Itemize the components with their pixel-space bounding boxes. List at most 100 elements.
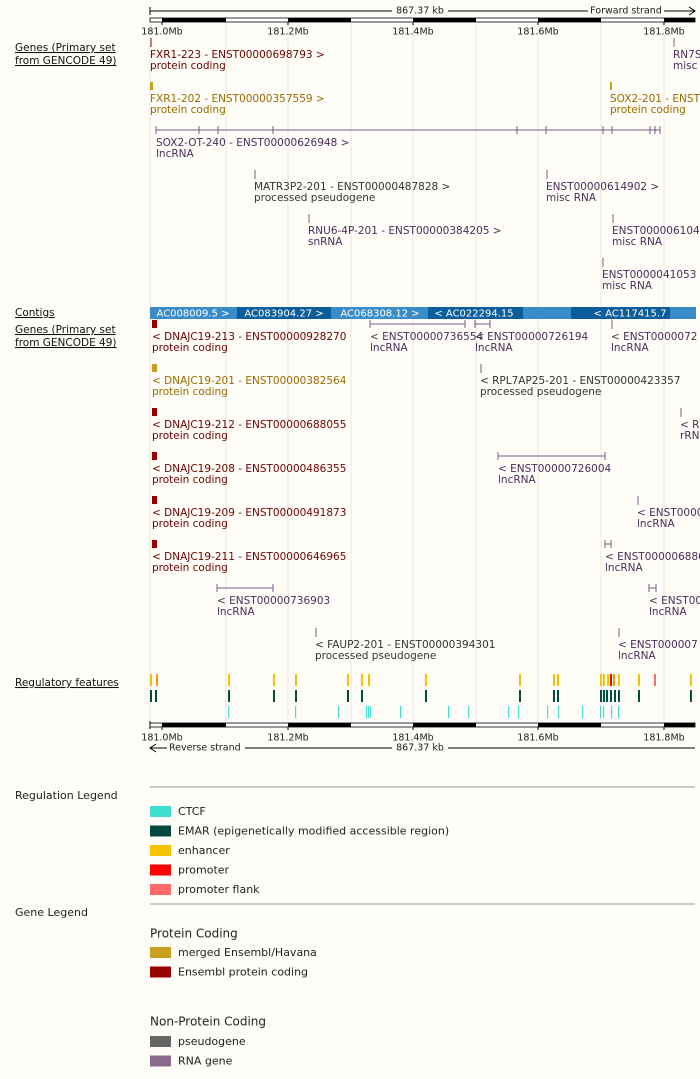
tick-label: 181.0Mb — [141, 27, 182, 38]
tick-label: 181.4Mb — [392, 27, 433, 38]
regulatory-feature — [150, 674, 152, 686]
regulatory-feature — [610, 674, 612, 686]
legend-item: merged Ensembl/Havana — [178, 946, 317, 959]
regulatory-feature — [600, 674, 602, 686]
scale-block — [538, 18, 601, 22]
tick-label: 181.8Mb — [643, 733, 684, 744]
regulatory-feature — [156, 674, 158, 686]
gene-name: < R — [680, 419, 699, 431]
regulatory-feature — [582, 706, 584, 718]
regulatory-feature — [618, 706, 620, 718]
gene-biotype: processed pseudogene — [480, 386, 601, 398]
gene-biotype: lncRNA — [649, 606, 687, 618]
legend-item: RNA gene — [178, 1055, 233, 1068]
regulatory-feature — [273, 674, 275, 686]
gene-biotype: lncRNA — [637, 518, 675, 530]
contig-label: AC083904.27 > — [244, 309, 323, 320]
regulatory-feature — [607, 674, 609, 686]
gene-name: RNU6-4P-201 - ENST00000384205 > — [308, 225, 502, 237]
gene-name: < ENST00000736903 — [217, 595, 330, 607]
regulatory-feature — [150, 690, 152, 702]
regulatory-feature — [368, 674, 370, 686]
gene-exon — [152, 408, 157, 416]
gene-name: RN7S — [673, 49, 700, 61]
contig — [571, 307, 670, 319]
regulatory-feature — [606, 690, 608, 702]
gene-name: SOX2-201 - ENST — [610, 93, 700, 105]
gene-biotype: lncRNA — [370, 342, 408, 354]
strand-label: Forward strand — [590, 6, 662, 17]
regulatory-feature — [228, 674, 230, 686]
regulatory-feature — [273, 690, 275, 702]
regulatory-feature — [654, 674, 656, 686]
regulatory-feature — [295, 706, 297, 718]
contig — [331, 307, 428, 319]
track-label: Genes (Primary set — [15, 324, 116, 336]
regulatory-feature — [347, 690, 349, 702]
track-label: Regulatory features — [15, 677, 119, 689]
regulatory-feature — [553, 674, 555, 686]
regulatory-feature — [368, 706, 370, 718]
regulatory-feature — [638, 674, 640, 686]
regulatory-feature — [557, 690, 559, 702]
scale-block — [162, 18, 226, 22]
legend-item: CTCF — [178, 805, 206, 818]
gene-name: < DNAJC19-208 - ENST00000486355 — [152, 463, 346, 475]
scale-block — [664, 723, 695, 727]
legend-item: pseudogene — [178, 1035, 246, 1048]
gene-biotype: lncRNA — [611, 342, 649, 354]
gene-biotype: protein coding — [150, 104, 226, 116]
gene-name: < ENST00000726194 — [475, 331, 589, 343]
strand-arrow — [149, 743, 165, 753]
tick-label: 181.2Mb — [267, 27, 308, 38]
gene-biotype: lncRNA — [498, 474, 536, 486]
regulatory-feature — [448, 706, 450, 718]
gene-name: < DNAJC19-213 - ENST00000928270 — [152, 331, 346, 343]
strand-bg — [588, 5, 664, 17]
gene-name: FXR1-223 - ENST00000698793 > — [150, 49, 325, 61]
legend-subtitle: Protein Coding — [150, 927, 238, 941]
gene-name: < ENST0000072 — [611, 331, 697, 343]
gene-name: < ENST00000726004 — [498, 463, 612, 475]
gene-exon — [150, 82, 153, 90]
gene-biotype: protein coding — [150, 60, 226, 72]
gene-name: ENST00000614902 > — [546, 181, 659, 193]
legend-swatch — [150, 966, 171, 978]
gene-biotype: protein coding — [152, 518, 228, 530]
contig — [150, 307, 237, 319]
regulatory-feature — [366, 706, 368, 718]
gene-exon — [152, 320, 157, 328]
track-label: from GENCODE 49) — [15, 55, 117, 67]
gene-name: MATR3P2-201 - ENST00000487828 > — [254, 181, 450, 193]
contig — [670, 307, 696, 319]
scale-block — [413, 723, 476, 727]
legend-item: enhancer — [178, 844, 230, 857]
gene-biotype: misc RNA — [546, 192, 597, 204]
strand-bg — [167, 742, 245, 754]
track-label: from GENCODE 49) — [15, 337, 117, 349]
legend-swatch — [150, 845, 171, 856]
gene-biotype: protein coding — [152, 562, 228, 574]
regulatory-feature — [600, 690, 602, 702]
gene-biotype: lncRNA — [217, 606, 255, 618]
scale-block — [288, 18, 351, 22]
regulatory-feature — [518, 706, 520, 718]
regulatory-feature — [370, 706, 372, 718]
gene-name: < DNAJC19-212 - ENST00000688055 — [152, 419, 346, 431]
track-label: Genes (Primary set — [15, 42, 116, 54]
gene-name: < DNAJC19-201 - ENST00000382564 — [152, 375, 347, 387]
regulatory-feature — [295, 690, 297, 702]
gene-biotype: processed pseudogene — [254, 192, 375, 204]
regulatory-feature — [155, 690, 157, 702]
regulatory-feature — [519, 674, 521, 686]
gene-name: ENST0000041053 — [602, 269, 696, 281]
scale-block — [538, 723, 601, 727]
contig-label: AC008009.5 > — [157, 309, 230, 320]
ruler-length: 867.37 kb — [396, 743, 444, 754]
gene-name: FXR1-202 - ENST00000357559 > — [150, 93, 325, 105]
ruler-label-bg — [392, 5, 448, 17]
regulatory-feature — [295, 674, 297, 686]
legend-subtitle: Non-Protein Coding — [150, 1015, 266, 1029]
contig-label: < AC022294.15 — [434, 309, 513, 320]
